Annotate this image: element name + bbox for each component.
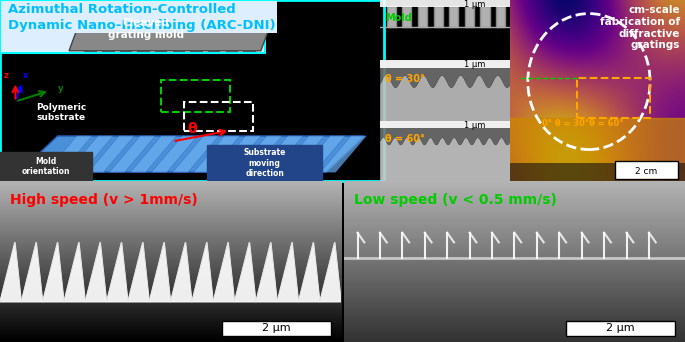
- Polygon shape: [257, 136, 303, 172]
- Polygon shape: [107, 242, 128, 302]
- Polygon shape: [192, 242, 213, 302]
- FancyBboxPatch shape: [222, 321, 331, 336]
- Polygon shape: [149, 242, 171, 302]
- Polygon shape: [128, 242, 149, 302]
- Text: Cleaved
grating mold: Cleaved grating mold: [108, 18, 184, 40]
- FancyBboxPatch shape: [0, 0, 264, 53]
- Text: 1 μm: 1 μm: [464, 60, 486, 69]
- Polygon shape: [64, 242, 85, 302]
- FancyBboxPatch shape: [464, 6, 474, 27]
- Polygon shape: [320, 242, 341, 302]
- FancyBboxPatch shape: [566, 321, 675, 336]
- Polygon shape: [0, 242, 21, 302]
- Text: 2 μm: 2 μm: [606, 323, 634, 333]
- Text: 2 cm: 2 cm: [636, 167, 658, 176]
- Text: y: y: [58, 84, 63, 93]
- Polygon shape: [46, 136, 92, 172]
- Polygon shape: [130, 136, 177, 172]
- FancyBboxPatch shape: [496, 6, 505, 27]
- FancyBboxPatch shape: [449, 6, 458, 27]
- Polygon shape: [277, 242, 299, 302]
- Polygon shape: [236, 136, 282, 172]
- Text: Substrate
moving
direction: Substrate moving direction: [243, 148, 286, 178]
- Polygon shape: [194, 136, 240, 172]
- Polygon shape: [151, 136, 197, 172]
- Text: Mold: Mold: [386, 13, 412, 23]
- Text: Mold
orientation: Mold orientation: [22, 157, 71, 176]
- Text: θ = 30°: θ = 30°: [386, 74, 425, 84]
- FancyBboxPatch shape: [418, 6, 427, 27]
- Polygon shape: [215, 136, 261, 172]
- Polygon shape: [171, 242, 192, 302]
- Text: θ = 60°: θ = 60°: [386, 134, 425, 144]
- FancyBboxPatch shape: [480, 6, 490, 27]
- Text: cm-scale
fabrication of
diffractive
gratings: cm-scale fabrication of diffractive grat…: [599, 5, 680, 50]
- Polygon shape: [42, 242, 64, 302]
- Polygon shape: [173, 136, 219, 172]
- Polygon shape: [321, 136, 366, 172]
- FancyBboxPatch shape: [0, 152, 92, 181]
- Polygon shape: [69, 9, 276, 51]
- Polygon shape: [234, 242, 256, 302]
- Text: x: x: [23, 71, 28, 80]
- Polygon shape: [88, 136, 134, 172]
- Text: Polymeric
substrate: Polymeric substrate: [36, 103, 86, 122]
- Text: 0° θ = 30°θ = 60°: 0° θ = 30°θ = 60°: [542, 119, 623, 128]
- Polygon shape: [67, 136, 113, 172]
- FancyBboxPatch shape: [434, 6, 443, 27]
- FancyBboxPatch shape: [402, 6, 412, 27]
- Polygon shape: [19, 136, 364, 172]
- Text: Low speed (v < 0.5 mm/s): Low speed (v < 0.5 mm/s): [354, 193, 557, 207]
- Polygon shape: [299, 242, 320, 302]
- Bar: [380, 61, 510, 68]
- Polygon shape: [278, 136, 324, 172]
- FancyBboxPatch shape: [207, 145, 322, 181]
- Polygon shape: [299, 136, 345, 172]
- Text: Azimuthal Rotation-Controlled
Dynamic Nano-Inscribing (ARC-DNI): Azimuthal Rotation-Controlled Dynamic Na…: [8, 3, 275, 32]
- Text: θ: θ: [187, 122, 197, 136]
- Text: 2 μm: 2 μm: [262, 323, 290, 333]
- Text: 1 μm: 1 μm: [464, 0, 486, 9]
- Text: 1 μm: 1 μm: [464, 121, 486, 130]
- Bar: [380, 121, 510, 128]
- Text: z: z: [4, 71, 9, 80]
- Polygon shape: [256, 242, 277, 302]
- FancyBboxPatch shape: [386, 6, 396, 27]
- Polygon shape: [85, 242, 107, 302]
- FancyBboxPatch shape: [615, 161, 678, 180]
- Polygon shape: [21, 242, 42, 302]
- Text: High speed (v > 1mm/s): High speed (v > 1mm/s): [10, 193, 198, 207]
- Bar: [380, 0, 510, 7]
- Polygon shape: [213, 242, 234, 302]
- Polygon shape: [110, 136, 155, 172]
- Bar: [510, 163, 685, 181]
